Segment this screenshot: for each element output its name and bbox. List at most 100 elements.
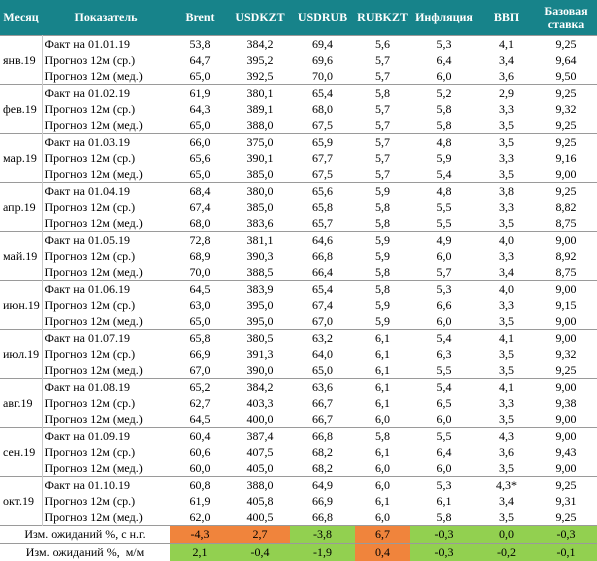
value-cell: 66,8 (290, 509, 355, 526)
value-cell: 5,7 (355, 117, 410, 134)
value-cell: 3,3 (478, 199, 535, 215)
value-cell: 6,1 (410, 493, 478, 509)
summary-label: Изм. ожиданий %, с н.г. (0, 526, 170, 544)
value-cell: 6,1 (355, 395, 410, 411)
summary-cell: -4,3 (170, 526, 230, 544)
indicator-cell: Прогноз 12м (ср.) (42, 346, 170, 362)
value-cell: 8,82 (535, 199, 597, 215)
value-cell: 6,0 (355, 509, 410, 526)
value-cell: 5,4 (410, 330, 478, 347)
value-cell: 9,00 (535, 411, 597, 428)
value-cell: 3,3 (478, 101, 535, 117)
value-cell: 4,0 (478, 232, 535, 249)
value-cell: 5,9 (355, 297, 410, 313)
value-cell: 4,8 (410, 183, 478, 200)
value-cell: 5,6 (355, 36, 410, 53)
value-cell: 64,6 (290, 232, 355, 249)
value-cell: 6,0 (355, 411, 410, 428)
value-cell: 388,0 (230, 117, 290, 134)
value-cell: 65,9 (290, 134, 355, 151)
value-cell: 9,00 (535, 379, 597, 396)
value-cell: 67,5 (290, 166, 355, 183)
header-cell: Месяц (0, 0, 42, 36)
value-cell: 64,7 (170, 52, 230, 68)
indicator-cell: Прогноз 12м (ср.) (42, 101, 170, 117)
indicator-cell: Факт на 01.07.19 (42, 330, 170, 347)
value-cell: 9,38 (535, 395, 597, 411)
value-cell: 9,15 (535, 297, 597, 313)
value-cell: 6,0 (410, 68, 478, 85)
value-cell: 65,0 (170, 166, 230, 183)
indicator-cell: Прогноз 12м (мед.) (42, 264, 170, 281)
value-cell: 4,3* (478, 477, 535, 494)
value-cell: 9,00 (535, 313, 597, 330)
value-cell: 66,8 (290, 248, 355, 264)
summary-cell: -0,4 (230, 544, 290, 561)
value-cell: 380,1 (230, 85, 290, 102)
indicator-cell: Прогноз 12м (мед.) (42, 460, 170, 477)
value-cell: 3,5 (478, 346, 535, 362)
value-cell: 6,1 (355, 362, 410, 379)
value-cell: 6,0 (355, 477, 410, 494)
value-cell: 9,00 (535, 166, 597, 183)
value-cell: 5,8 (355, 215, 410, 232)
value-cell: 5,9 (355, 313, 410, 330)
month-cell: фев.19 (0, 85, 42, 134)
value-cell: 5,3 (410, 281, 478, 298)
value-cell: 68,0 (290, 101, 355, 117)
summary-cell: -3,8 (290, 526, 355, 544)
value-cell: 385,0 (230, 166, 290, 183)
value-cell: 65,4 (290, 281, 355, 298)
summary-cell: -0,3 (535, 526, 597, 544)
value-cell: 9,00 (535, 460, 597, 477)
indicator-cell: Прогноз 12м (ср.) (42, 444, 170, 460)
value-cell: 6,6 (410, 297, 478, 313)
value-cell: 400,5 (230, 509, 290, 526)
indicator-cell: Прогноз 12м (мед.) (42, 313, 170, 330)
value-cell: 65,0 (170, 68, 230, 85)
indicator-cell: Факт на 01.06.19 (42, 281, 170, 298)
value-cell: 67,4 (170, 199, 230, 215)
summary-cell: -0,2 (478, 544, 535, 561)
value-cell: 6,0 (410, 313, 478, 330)
value-cell: 9,64 (535, 52, 597, 68)
value-cell: 3,3 (478, 248, 535, 264)
indicator-cell: Прогноз 12м (мед.) (42, 509, 170, 526)
month-cell: апр.19 (0, 183, 42, 232)
value-cell: 6,1 (355, 330, 410, 347)
value-cell: 375,0 (230, 134, 290, 151)
value-cell: 5,7 (355, 134, 410, 151)
value-cell: 9,25 (535, 134, 597, 151)
header-cell: USDRUB (290, 0, 355, 36)
indicator-cell: Факт на 01.05.19 (42, 232, 170, 249)
value-cell: 5,5 (410, 428, 478, 445)
value-cell: 65,4 (290, 85, 355, 102)
value-cell: 388,0 (230, 477, 290, 494)
value-cell: 69,4 (290, 36, 355, 53)
value-cell: 5,9 (355, 232, 410, 249)
value-cell: 5,9 (355, 248, 410, 264)
value-cell: 65,6 (290, 183, 355, 200)
value-cell: 6,4 (410, 52, 478, 68)
value-cell: 64,3 (170, 101, 230, 117)
indicator-cell: Прогноз 12м (ср.) (42, 395, 170, 411)
value-cell: 68,2 (290, 444, 355, 460)
value-cell: 9,25 (535, 36, 597, 53)
value-cell: 405,0 (230, 460, 290, 477)
value-cell: 384,2 (230, 379, 290, 396)
value-cell: 5,5 (410, 215, 478, 232)
value-cell: 65,8 (290, 199, 355, 215)
